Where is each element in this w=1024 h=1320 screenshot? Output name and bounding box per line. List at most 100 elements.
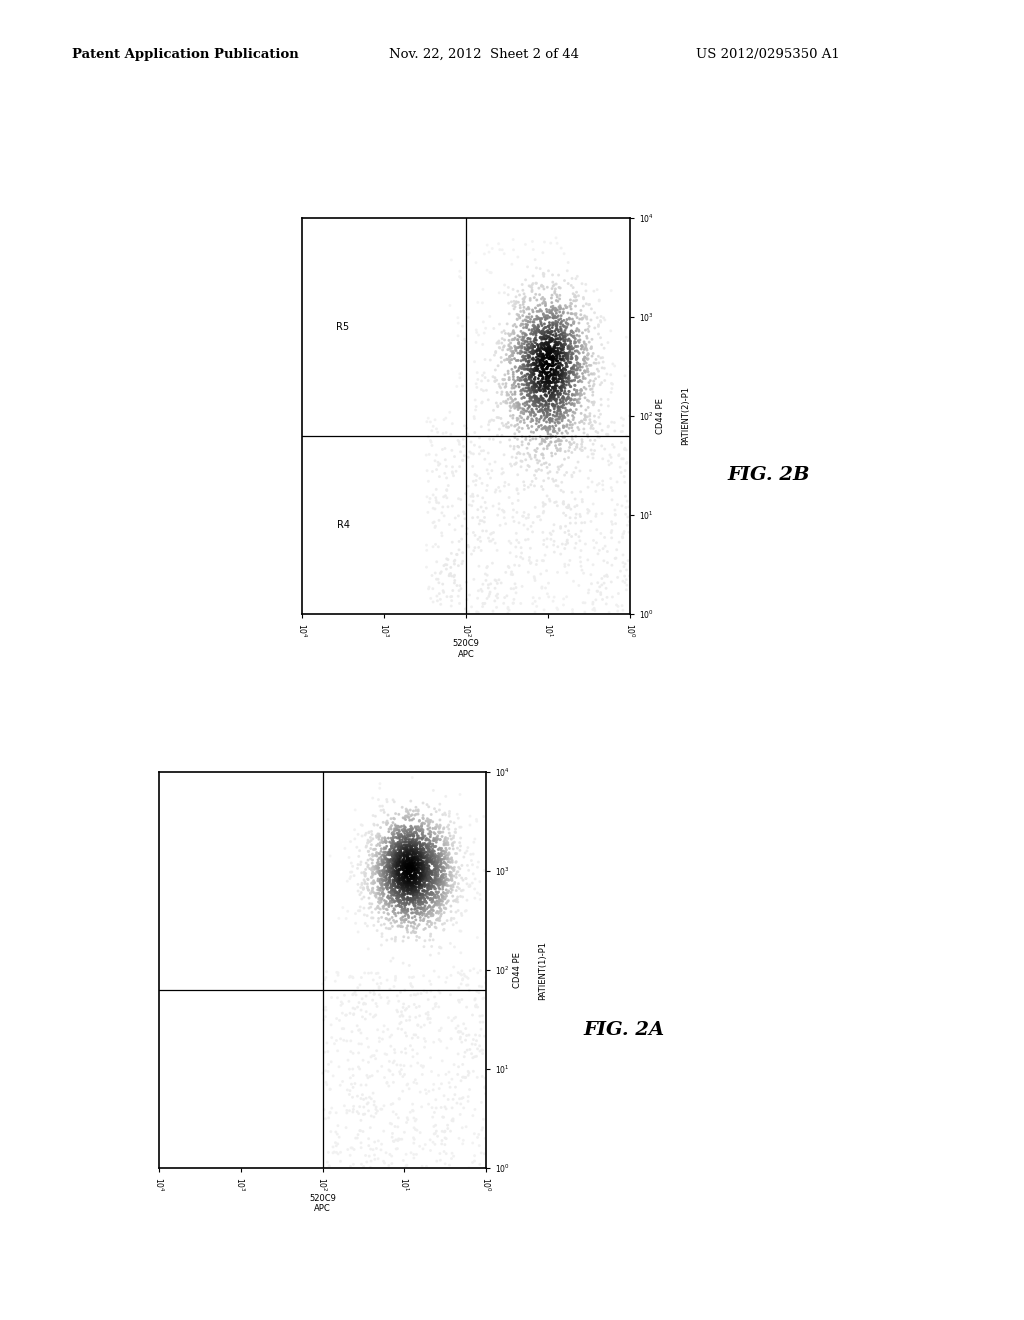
Point	[540, 345, 556, 366]
Point	[468, 252, 484, 273]
Point	[566, 285, 583, 306]
Point	[552, 338, 568, 359]
Point	[544, 321, 560, 342]
Point	[404, 841, 421, 862]
Point	[388, 850, 404, 871]
Point	[381, 843, 397, 865]
Point	[427, 867, 443, 888]
Point	[416, 855, 432, 876]
Point	[427, 1123, 443, 1144]
Point	[401, 871, 418, 892]
Point	[391, 846, 408, 867]
Point	[582, 370, 598, 391]
Point	[471, 1135, 487, 1156]
Point	[412, 854, 428, 875]
Point	[418, 854, 434, 875]
Point	[431, 846, 447, 867]
Point	[397, 851, 414, 873]
Point	[517, 309, 534, 330]
Point	[415, 826, 431, 847]
Point	[567, 413, 584, 434]
Point	[422, 830, 438, 851]
Point	[505, 228, 521, 249]
Point	[397, 866, 414, 887]
Point	[412, 1122, 428, 1143]
Point	[387, 851, 403, 873]
Point	[558, 388, 574, 409]
Point	[456, 445, 472, 466]
Point	[403, 879, 420, 900]
Point	[406, 912, 422, 933]
Point	[449, 1093, 465, 1114]
Point	[559, 343, 575, 364]
Point	[552, 352, 568, 374]
Point	[426, 986, 442, 1007]
Point	[600, 389, 616, 411]
Point	[590, 422, 606, 444]
Point	[377, 828, 393, 849]
Point	[561, 309, 578, 330]
Point	[379, 814, 395, 836]
Point	[399, 869, 416, 890]
Point	[523, 306, 540, 327]
Point	[385, 871, 401, 892]
Point	[431, 800, 447, 821]
Point	[512, 341, 528, 362]
Point	[423, 981, 439, 1002]
Point	[395, 888, 412, 909]
Point	[375, 870, 391, 891]
Point	[622, 356, 638, 378]
Point	[387, 876, 403, 898]
Point	[377, 849, 393, 870]
Point	[610, 595, 627, 616]
Point	[373, 1139, 389, 1160]
Point	[537, 317, 553, 338]
Point	[544, 330, 560, 351]
Point	[618, 451, 635, 473]
Point	[433, 884, 450, 906]
Point	[331, 1127, 347, 1148]
Point	[372, 890, 388, 911]
Point	[378, 891, 394, 912]
Point	[394, 837, 411, 858]
Point	[543, 302, 559, 323]
Point	[505, 341, 521, 362]
Point	[398, 851, 415, 873]
Point	[490, 477, 507, 498]
Point	[414, 840, 430, 861]
Point	[430, 873, 446, 894]
Point	[532, 387, 549, 408]
Point	[527, 297, 544, 318]
Point	[329, 1142, 345, 1163]
Point	[569, 417, 586, 438]
Point	[373, 838, 389, 859]
Point	[538, 395, 554, 416]
Point	[567, 426, 584, 447]
Point	[456, 502, 472, 523]
Point	[385, 789, 401, 810]
Point	[431, 892, 447, 913]
Point	[374, 878, 390, 899]
Point	[502, 392, 518, 413]
Point	[541, 434, 557, 455]
Point	[568, 341, 585, 362]
Point	[390, 837, 407, 858]
Point	[391, 821, 408, 842]
Point	[583, 440, 599, 461]
Point	[406, 829, 422, 850]
Point	[569, 352, 586, 374]
Point	[392, 840, 409, 861]
Point	[414, 886, 430, 907]
Point	[563, 388, 580, 409]
Point	[410, 886, 426, 907]
Point	[527, 591, 544, 612]
Point	[469, 486, 485, 507]
Point	[472, 871, 488, 892]
Point	[536, 494, 552, 515]
Point	[422, 1130, 438, 1151]
Point	[513, 401, 529, 422]
Point	[551, 309, 567, 330]
Point	[556, 383, 572, 404]
Point	[421, 1081, 437, 1102]
Point	[536, 447, 552, 469]
